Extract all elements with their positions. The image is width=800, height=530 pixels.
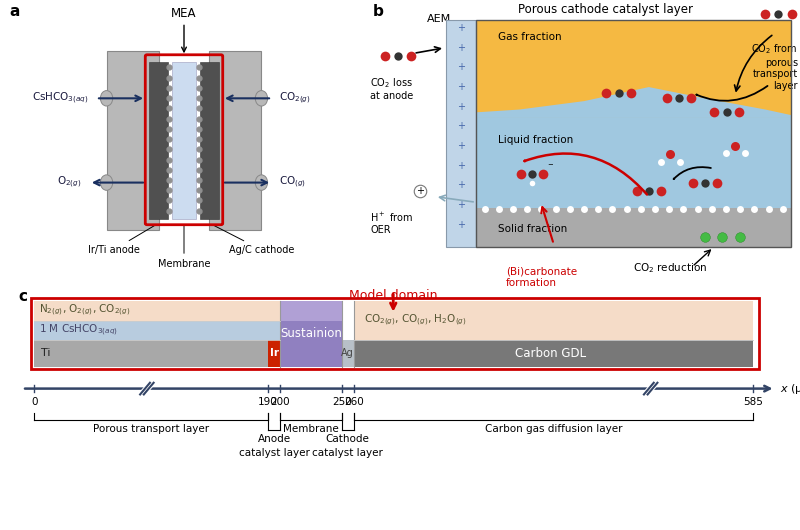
- Text: Porous transport layer: Porous transport layer: [93, 424, 210, 434]
- FancyArrowPatch shape: [696, 86, 767, 101]
- Text: b: b: [372, 4, 383, 19]
- Bar: [354, 301, 754, 340]
- Text: CO$_2$ loss
at anode: CO$_2$ loss at anode: [370, 76, 414, 101]
- Bar: [476, 20, 791, 247]
- Text: $^{-}$: $^{-}$: [547, 162, 554, 172]
- Text: +: +: [457, 200, 465, 210]
- Ellipse shape: [101, 175, 113, 190]
- Text: +: +: [457, 180, 465, 190]
- Text: 200: 200: [270, 397, 290, 407]
- Text: +: +: [457, 43, 465, 53]
- Text: (Bi)carbonate
formation: (Bi)carbonate formation: [506, 267, 578, 288]
- Bar: [476, 118, 791, 208]
- Bar: [149, 62, 168, 219]
- Bar: [446, 20, 476, 247]
- Text: Cathode: Cathode: [326, 434, 370, 444]
- Text: +: +: [457, 220, 465, 229]
- Text: CO$_{2(g)}$: CO$_{2(g)}$: [279, 91, 311, 106]
- Text: Membrane: Membrane: [283, 424, 338, 434]
- Text: +: +: [457, 82, 465, 92]
- Bar: [354, 340, 754, 367]
- Bar: [209, 50, 262, 231]
- FancyArrowPatch shape: [525, 154, 647, 195]
- Text: catalyst layer: catalyst layer: [312, 448, 383, 458]
- Text: 260: 260: [344, 397, 364, 407]
- Text: Ag: Ag: [342, 349, 354, 358]
- Text: CO$_{(g)}$: CO$_{(g)}$: [279, 175, 306, 190]
- Text: Sustainion: Sustainion: [280, 327, 342, 340]
- Text: 0: 0: [31, 397, 38, 407]
- Text: catalyst layer: catalyst layer: [238, 448, 310, 458]
- Text: Solid fraction: Solid fraction: [498, 224, 567, 234]
- Text: Model domain: Model domain: [349, 289, 438, 302]
- Text: 585: 585: [743, 397, 763, 407]
- Text: +: +: [457, 121, 465, 131]
- Bar: [476, 208, 791, 247]
- Bar: [34, 321, 280, 340]
- Text: N$_{2(g)}$, O$_{2(g)}$, CO$_{2(g)}$: N$_{2(g)}$, O$_{2(g)}$, CO$_{2(g)}$: [39, 303, 131, 319]
- Text: CsHCO$_{3(aq)}$: CsHCO$_{3(aq)}$: [32, 91, 89, 106]
- Text: Ag/C cathode: Ag/C cathode: [212, 225, 294, 255]
- Bar: [280, 301, 342, 321]
- Text: CO$_2$ reduction: CO$_2$ reduction: [634, 261, 707, 275]
- Ellipse shape: [255, 175, 268, 190]
- Text: 190: 190: [258, 397, 278, 407]
- Bar: [280, 301, 342, 367]
- Text: Gas fraction: Gas fraction: [498, 31, 562, 41]
- Text: Ti: Ti: [41, 349, 50, 358]
- Text: 250: 250: [332, 397, 351, 407]
- Text: +: +: [457, 161, 465, 171]
- Text: Ir/Ti anode: Ir/Ti anode: [88, 225, 156, 255]
- Text: CO$_2$ from
porous
transport
layer: CO$_2$ from porous transport layer: [751, 42, 798, 91]
- Bar: [476, 20, 791, 118]
- Polygon shape: [476, 87, 791, 118]
- Text: a: a: [10, 4, 20, 19]
- Text: +: +: [457, 23, 465, 33]
- Text: +: +: [457, 141, 465, 151]
- Text: Liquid fraction: Liquid fraction: [498, 136, 573, 145]
- Text: Porous cathode catalyst layer: Porous cathode catalyst layer: [518, 3, 693, 16]
- Bar: [268, 340, 280, 367]
- Text: +: +: [457, 102, 465, 112]
- Text: Membrane: Membrane: [158, 226, 210, 269]
- Ellipse shape: [255, 91, 268, 106]
- Text: c: c: [18, 289, 27, 304]
- Bar: [200, 62, 219, 219]
- Ellipse shape: [101, 91, 113, 106]
- Text: +: +: [416, 186, 424, 196]
- Bar: [172, 62, 196, 219]
- Text: Ir: Ir: [270, 349, 278, 358]
- Text: H$^+$ from
OER: H$^+$ from OER: [370, 210, 414, 235]
- Text: O$_{2(g)}$: O$_{2(g)}$: [58, 175, 82, 190]
- Text: $x$ (μm): $x$ (μm): [780, 382, 800, 395]
- Text: Carbon gas diffusion layer: Carbon gas diffusion layer: [485, 424, 622, 434]
- Text: +: +: [457, 63, 465, 73]
- Bar: [342, 340, 354, 367]
- Text: Carbon GDL: Carbon GDL: [515, 347, 586, 360]
- Text: AEM: AEM: [427, 14, 451, 24]
- Bar: [34, 340, 268, 367]
- Text: CO$_{2(g)}$, CO$_{(g)}$, H$_2$O$_{(g)}$: CO$_{2(g)}$, CO$_{(g)}$, H$_2$O$_{(g)}$: [364, 313, 466, 328]
- Bar: [106, 50, 159, 231]
- Text: 1 M CsHCO$_{3(aq)}$: 1 M CsHCO$_{3(aq)}$: [39, 323, 118, 338]
- Text: Anode: Anode: [258, 434, 290, 444]
- Text: MEA: MEA: [171, 7, 197, 52]
- Bar: [34, 301, 280, 321]
- FancyArrowPatch shape: [674, 167, 711, 179]
